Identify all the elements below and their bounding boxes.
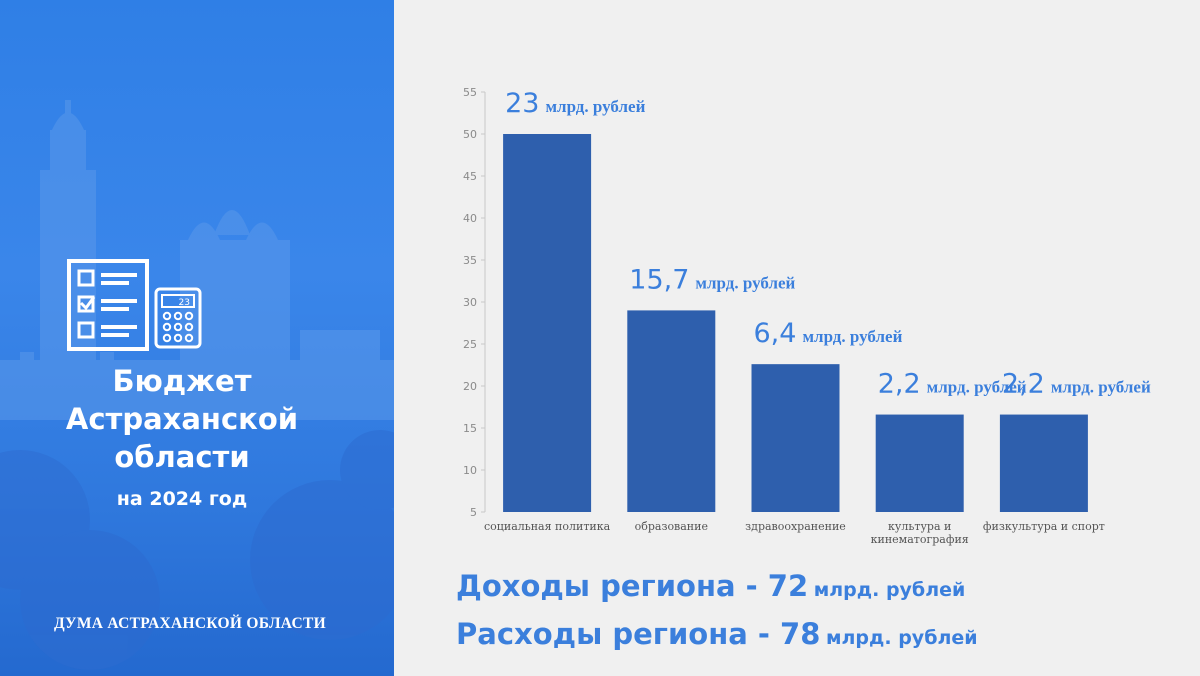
value-label-unit: млрд. рублей	[545, 97, 645, 116]
y-tick-label: 40	[463, 212, 477, 225]
y-tick-label: 45	[463, 170, 477, 183]
bar	[875, 414, 964, 512]
title-line-2: Астраханской	[65, 402, 299, 436]
chart-value-labels: 23 млрд. рублей 15,7 млрд. рублей 6,4 млрд. р…	[505, 88, 1151, 400]
title-line-1: Бюджет	[112, 364, 252, 398]
bar	[999, 414, 1088, 512]
y-tick-label: 20	[463, 380, 477, 393]
value-label-number: 23	[505, 88, 539, 119]
calculator-display: 23	[179, 298, 190, 308]
value-label: 2,2 млрд. рублей	[1002, 369, 1151, 400]
value-label: 2,2 млрд. рублей	[878, 369, 1027, 400]
income-label: Доходы региона - 72	[456, 569, 809, 603]
value-label: 15,7 млрд. рублей	[629, 264, 795, 295]
value-label-number: 2,2	[878, 369, 921, 400]
value-label-unit: млрд. рублей	[927, 378, 1027, 397]
income-summary: Доходы региона - 72 млрд. рублей	[456, 569, 965, 603]
checklist-icon	[67, 259, 149, 351]
bar	[503, 134, 592, 512]
bar	[751, 364, 840, 512]
chart-axes: 5 10 15 20 25 30 35 40 45 50 55 социальная политика…	[463, 86, 1105, 546]
y-tick-label: 35	[463, 254, 477, 267]
value-label: 6,4 млрд. рублей	[754, 318, 903, 349]
value-label-number: 15,7	[629, 264, 689, 295]
income-unit: млрд. рублей	[813, 579, 966, 601]
expense-label: Расходы региона - 78	[456, 617, 821, 651]
x-category-label: образование	[635, 520, 708, 533]
value-label-unit: млрд. рублей	[695, 273, 795, 292]
x-category-label: физкультура и спорт	[983, 520, 1105, 533]
x-category-label: социальная политика	[484, 520, 611, 533]
bar	[627, 310, 716, 512]
kremlin-background-image	[0, 100, 394, 670]
y-tick-label: 5	[470, 506, 477, 519]
chart-bars	[503, 134, 1088, 512]
y-tick-label: 30	[463, 296, 477, 309]
y-tick-label: 10	[463, 464, 477, 477]
value-label-number: 2,2	[1002, 369, 1045, 400]
x-category-label: здравоохранение	[745, 520, 846, 533]
footer-organization: ДУМА АСТРАХАНСКОЙ ОБЛАСТИ	[54, 615, 327, 632]
value-label-number: 6,4	[754, 318, 797, 349]
title-line-3: области	[114, 440, 250, 474]
expense-bar-chart: 5 10 15 20 25 30 35 40 45 50 55 социальная политика…	[463, 86, 1151, 546]
value-label-unit: млрд. рублей	[1051, 378, 1151, 397]
expense-unit: млрд. рублей	[825, 627, 978, 649]
y-tick-label: 25	[463, 338, 477, 351]
y-tick-label: 55	[463, 86, 477, 99]
expense-summary: Расходы региона - 78 млрд. рублей	[456, 617, 978, 651]
value-label-unit: млрд. рублей	[802, 327, 902, 346]
calculator-icon: 23	[154, 287, 202, 349]
x-category-label: культура и	[888, 520, 951, 533]
y-tick-label: 15	[463, 422, 477, 435]
value-label: 23 млрд. рублей	[505, 88, 645, 119]
y-tick-label: 50	[463, 128, 477, 141]
x-category-label: кинематография	[871, 533, 969, 546]
left-title-panel: 23 Бюджет Астраханской области на 2024 г…	[0, 0, 394, 676]
subtitle-year: на 2024 год	[116, 488, 248, 510]
